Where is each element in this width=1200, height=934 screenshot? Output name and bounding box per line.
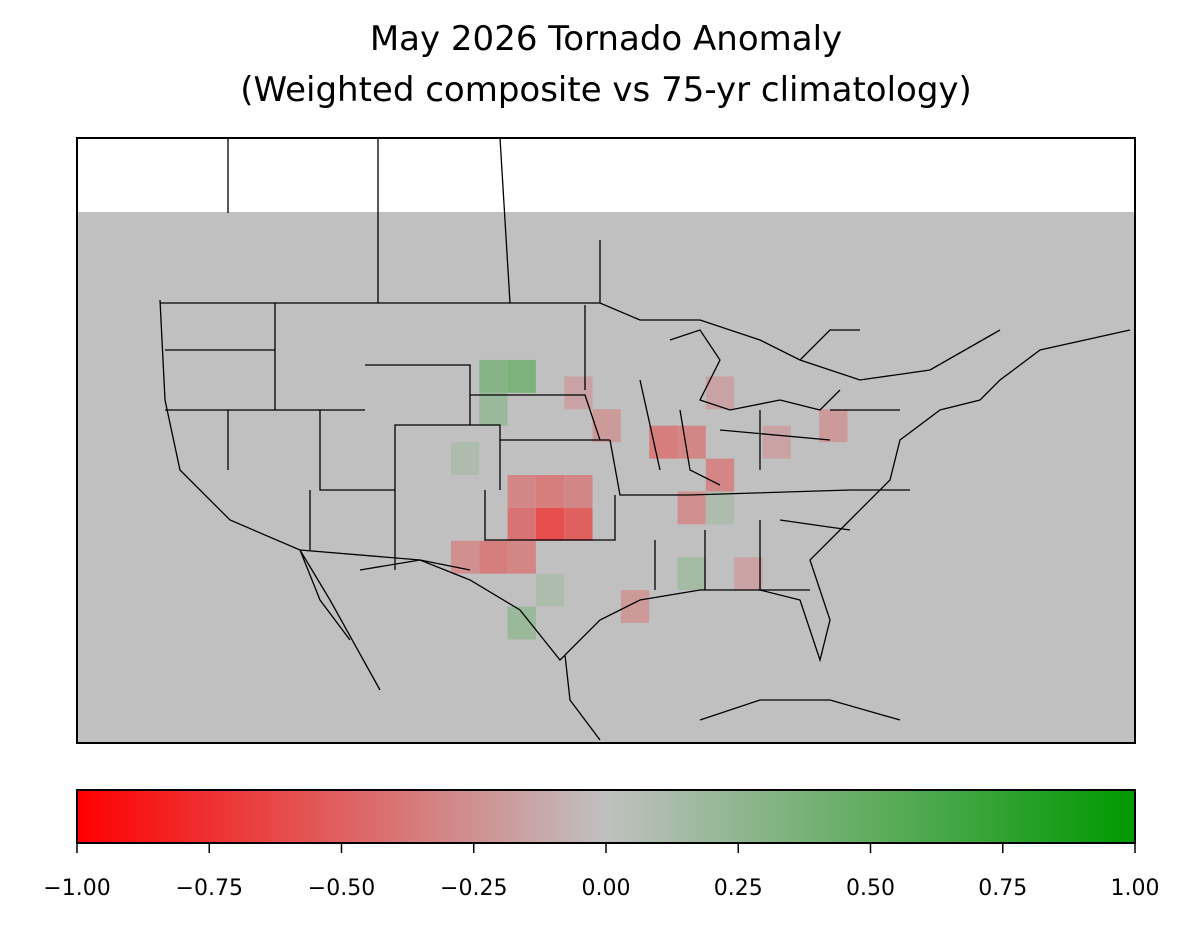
map-frame <box>76 137 1136 744</box>
chart-subtitle: (Weighted composite vs 75-yr climatology… <box>240 70 972 110</box>
data-background <box>77 211 1135 743</box>
anomaly-cell <box>705 491 735 525</box>
anomaly-cell <box>705 376 735 410</box>
colorbar-tick-label: −1.00 <box>43 876 110 901</box>
colorbar-tick-label: 1.00 <box>1111 876 1160 901</box>
anomaly-cell <box>564 475 593 508</box>
colorbar <box>76 789 1136 844</box>
anomaly-cell <box>677 425 706 459</box>
coastline <box>159 299 1131 741</box>
anomaly-cell <box>620 590 650 623</box>
anomaly-cell <box>677 557 706 591</box>
anomaly-cell <box>507 507 536 541</box>
anomaly-cell <box>535 507 565 541</box>
colorbar-tick-label: −0.50 <box>308 876 375 901</box>
colorbar-tick-label: 0.75 <box>978 876 1027 901</box>
map-outlines <box>159 138 1131 741</box>
state-lines <box>165 303 910 591</box>
anomaly-cell <box>450 442 480 476</box>
colorbar-tick-label: 0.00 <box>582 876 631 901</box>
colorbar-tick-label: −0.25 <box>440 876 507 901</box>
chart-title: May 2026 Tornado Anomaly <box>370 19 842 59</box>
anomaly-cell <box>450 540 480 574</box>
anomaly-cell <box>479 359 508 393</box>
anomaly-cell <box>705 458 735 492</box>
anomaly-cell <box>479 392 508 426</box>
anomaly-cell <box>507 475 536 508</box>
anomaly-cell <box>762 425 791 459</box>
anomaly-cell <box>564 507 593 541</box>
anomaly-cell <box>535 573 565 607</box>
colorbar-tick-label: 0.50 <box>846 876 895 901</box>
anomaly-cell <box>507 359 536 393</box>
anomaly-cell <box>592 409 621 443</box>
anomaly-cell <box>535 475 565 508</box>
anomaly-cell <box>479 540 508 574</box>
anomaly-cell <box>819 409 848 443</box>
map-content <box>77 211 1135 743</box>
anomaly-cell <box>677 491 706 525</box>
border <box>160 138 1001 571</box>
anomaly-cell <box>734 557 763 591</box>
colorbar-tick-label: −0.75 <box>176 876 243 901</box>
anomaly-cell <box>507 540 536 574</box>
colorbar-tick-label: 0.25 <box>714 876 763 901</box>
